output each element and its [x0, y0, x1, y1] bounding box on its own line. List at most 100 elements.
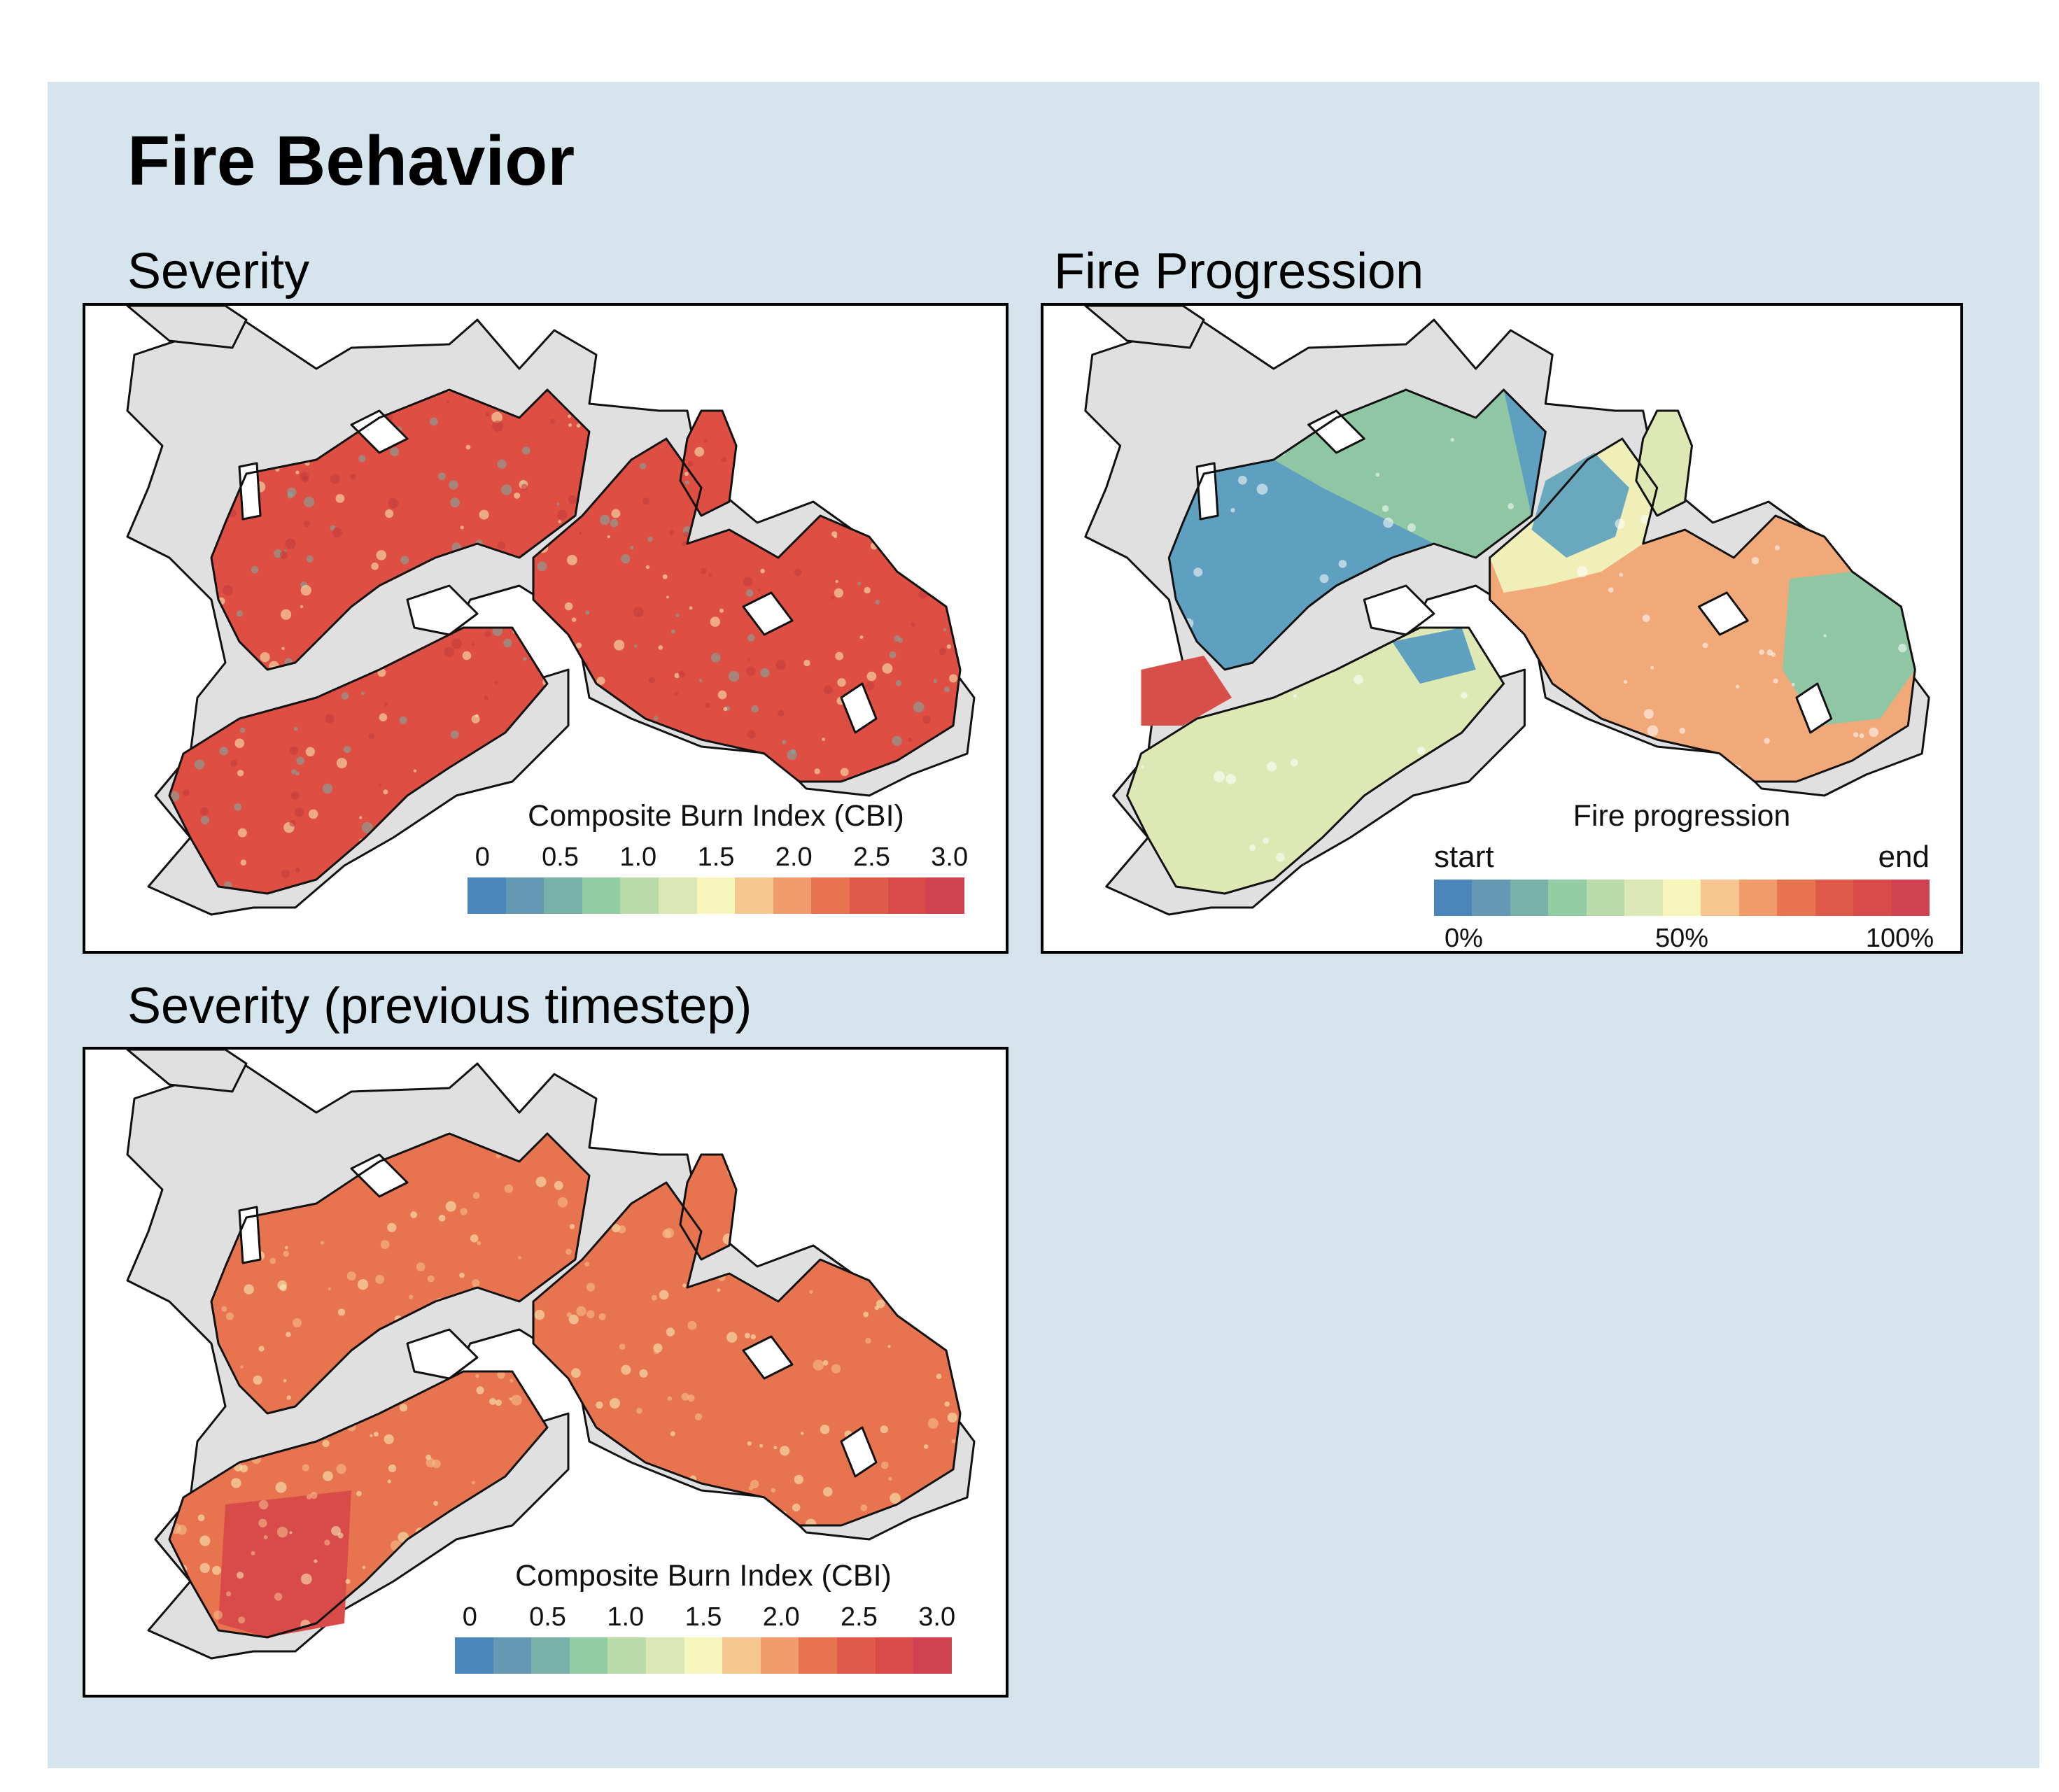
- severity-prev-burn-core: [218, 1490, 351, 1637]
- progression-legend: Fire progression start end 0% 50% 100%: [1434, 799, 1934, 951]
- severity-unburned-island: [406, 584, 479, 636]
- severity-prev-legend-tick: 0.5: [529, 1602, 566, 1632]
- progression-burn-south-west-late: [1141, 656, 1232, 726]
- severity-legend-tick: 0: [475, 842, 490, 872]
- severity-prev-colorbar-swatch: [531, 1637, 570, 1674]
- severity-prev-colorbar-swatch: [684, 1637, 723, 1674]
- severity-legend-tick: 3.0: [931, 842, 969, 872]
- progression-colorbar-swatch: [1662, 880, 1701, 916]
- severity-prev-colorbar-swatch: [493, 1637, 532, 1674]
- severity-prev-map: Composite Burn Index (CBI) 0 0.5 1.0 1.5 2.0…: [83, 1047, 1009, 1698]
- severity-prev-fire-perimeter: [532, 1181, 962, 1527]
- progression-legend-title: Fire progression: [1573, 799, 1791, 833]
- progression-colorbar-swatch: [1624, 880, 1663, 916]
- progression-legend-start: start: [1434, 840, 1494, 874]
- severity-prev-fire-perimeter: [679, 1153, 738, 1261]
- severity-colorbar-swatch: [887, 877, 927, 914]
- severity-fire-perimeter: [679, 409, 738, 517]
- page-title: Fire Behavior: [127, 122, 575, 200]
- progression-colorbar-swatch: [1738, 880, 1778, 916]
- progression-title: Fire Progression: [1054, 244, 1424, 299]
- severity-prev-colorbar-swatch: [455, 1637, 493, 1674]
- progression-map: Fire progression start end 0% 50% 100%: [1041, 303, 1963, 954]
- severity-colorbar-swatch: [620, 877, 659, 914]
- progression-colorbar-swatch: [1853, 880, 1892, 916]
- progression-colorbar-swatch: [1586, 880, 1625, 916]
- severity-prev-colorbar-swatch: [875, 1637, 914, 1674]
- severity-prev-colorbar-swatch: [646, 1637, 684, 1674]
- severity-prev-map-canvas: [126, 1050, 976, 1660]
- progression-map-canvas: [1084, 306, 1930, 916]
- severity-prev-study-area-north: [126, 1050, 248, 1093]
- severity-prev-colorbar: [455, 1637, 952, 1674]
- progression-legend-tick: 100%: [1865, 924, 1934, 953]
- severity-fire-perimeter: [210, 388, 591, 671]
- severity-fire-perimeter: [532, 437, 962, 783]
- severity-prev-colorbar-swatch: [722, 1637, 761, 1674]
- severity-burn-southBlock: [169, 628, 547, 894]
- severity-prev-legend-tick: 2.5: [841, 1602, 878, 1632]
- severity-prev-burn-eastLobe: [680, 1155, 736, 1260]
- severity-prev-colorbar-swatch: [799, 1637, 838, 1674]
- severity-prev-unburned-island: [840, 1426, 878, 1478]
- severity-prev-colorbar-swatch: [760, 1637, 799, 1674]
- severity-colorbar-swatch: [926, 877, 964, 914]
- progression-fire-perimeter: [1126, 626, 1505, 895]
- progression-fire-perimeter: [1489, 437, 1916, 783]
- severity-prev-fire-perimeter: [168, 1370, 549, 1639]
- severity-prev-colorbar-swatch: [607, 1637, 647, 1674]
- severity-colorbar: [468, 877, 964, 914]
- progression-unburned-island: [1795, 682, 1833, 734]
- severity-colorbar-swatch: [659, 877, 697, 914]
- severity-burn-eastLobe: [680, 411, 736, 516]
- severity-colorbar-swatch: [735, 877, 773, 914]
- progression-burn-south-east-early: [1392, 628, 1476, 684]
- severity-unburned-island: [742, 591, 794, 636]
- progression-colorbar-swatch: [1891, 880, 1930, 916]
- severity-prev-unburned-island: [742, 1335, 794, 1380]
- severity-colorbar-swatch: [811, 877, 850, 914]
- severity-title: Severity: [127, 244, 310, 299]
- progression-burn-east-early: [1531, 453, 1629, 558]
- severity-prev-colorbar-swatch: [913, 1637, 952, 1674]
- severity-prev-unburned-island: [406, 1328, 479, 1380]
- progression-colorbar-swatch: [1815, 880, 1854, 916]
- severity-legend-tick: 0.5: [542, 842, 579, 872]
- severity-prev-legend-tick: 3.0: [918, 1602, 956, 1632]
- severity-colorbar-swatch: [773, 877, 812, 914]
- severity-burn-northBlock: [211, 390, 589, 670]
- severity-legend-tick: 2.5: [853, 842, 890, 872]
- progression-unburned-island: [1307, 409, 1365, 454]
- severity-unburned-island: [350, 409, 409, 454]
- severity-colorbar-swatch: [505, 877, 544, 914]
- severity-map: Composite Burn Index (CBI) 0 0.5 1.0 1.5 2.0…: [83, 303, 1009, 954]
- severity-prev-fire-perimeter: [210, 1132, 591, 1415]
- progression-burn-south: [1127, 628, 1504, 894]
- severity-prev-colorbar-swatch: [837, 1637, 876, 1674]
- progression-study-area-north: [1084, 306, 1205, 349]
- progression-unburned-island: [1697, 591, 1749, 636]
- progression-legend-tick: 0%: [1445, 924, 1483, 953]
- severity-legend-tick: 1.5: [697, 842, 735, 872]
- severity-colorbar-swatch: [850, 877, 888, 914]
- severity-unburned-island: [840, 682, 878, 734]
- severity-legend: Composite Burn Index (CBI) 0 0.5 1.0 1.5 2.0…: [468, 799, 968, 922]
- severity-colorbar-swatch: [582, 877, 621, 914]
- severity-prev-legend-title: Composite Burn Index (CBI): [515, 1559, 892, 1593]
- progression-colorbar-swatch: [1510, 880, 1549, 916]
- progression-legend-tick: 50%: [1654, 924, 1709, 953]
- severity-study-area-north: [126, 306, 248, 349]
- severity-prev-burn-northBlock: [211, 1134, 589, 1413]
- severity-fire-perimeter: [168, 626, 549, 895]
- progression-colorbar-swatch: [1777, 880, 1815, 916]
- severity-prev-legend: Composite Burn Index (CBI) 0 0.5 1.0 1.5 2.0…: [455, 1559, 956, 1681]
- severity-map-canvas: [126, 306, 976, 916]
- progression-colorbar-swatch: [1701, 880, 1739, 916]
- severity-prev-colorbar-swatch: [569, 1637, 608, 1674]
- progression-unburned-island: [1363, 584, 1435, 636]
- progression-colorbar: [1434, 880, 1930, 916]
- progression-colorbar-swatch: [1434, 880, 1473, 916]
- severity-prev-legend-tick: 2.0: [762, 1602, 800, 1632]
- severity-prev-unburned-island: [350, 1153, 409, 1198]
- severity-prev-legend-tick: 0: [462, 1602, 477, 1632]
